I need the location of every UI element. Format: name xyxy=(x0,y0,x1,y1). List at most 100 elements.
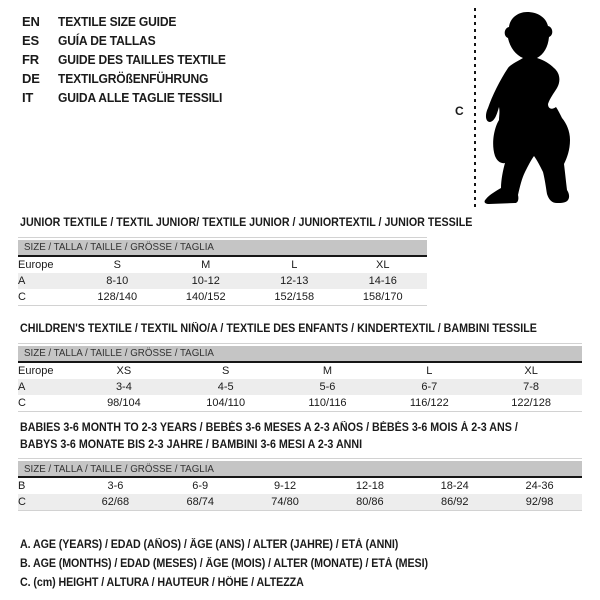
table-header-row: Europe S M L XL xyxy=(18,257,427,273)
table-cell: 128/140 xyxy=(97,290,138,303)
language-row: IT GUIDA ALLE TAGLIE TESSILI xyxy=(22,88,238,107)
table-cell: 3-4 xyxy=(115,380,132,393)
table-cell: 74/80 xyxy=(271,496,299,508)
language-label: TEXTILE SIZE GUIDE xyxy=(58,14,177,29)
table-cell: 9-12 xyxy=(274,480,297,492)
table-row: B 3-6 6-9 9-12 12-18 18-24 24-36 xyxy=(18,478,582,494)
table-row: C 128/140 140/152 152/158 158/170 xyxy=(18,289,427,305)
table-cell: 158/170 xyxy=(362,290,403,303)
size-header-bar: SIZE / TALLA / TAILLE / GRÖSSE / TAGLIA xyxy=(18,345,582,361)
table-top-rule xyxy=(18,458,582,459)
children-textile-section: CHILDREN'S TEXTILE / TEXTIL NIÑO/A / TEX… xyxy=(18,321,582,412)
table-cell: 122/128 xyxy=(511,396,551,409)
size-table: SIZE / TALLA / TAILLE / GRÖSSE / TAGLIA … xyxy=(18,458,582,511)
table-cell: 152/158 xyxy=(274,290,315,303)
table-cell: 8-10 xyxy=(106,274,129,287)
table-title: CHILDREN'S TEXTILE / TEXTIL NIÑO/A / TEX… xyxy=(18,321,582,338)
table-cell: 14-16 xyxy=(368,274,397,287)
table-row: C 98/104 104/110 110/116 116/122 122/128 xyxy=(18,395,582,411)
table-cell: 80/86 xyxy=(356,496,384,508)
language-label: TEXTILGRÖßENFÜHRUNG xyxy=(58,71,209,86)
language-row: FR GUIDE DES TAILLES TEXTILE xyxy=(22,50,238,69)
table-cell: 62/68 xyxy=(101,496,130,508)
language-code: DE xyxy=(22,71,40,86)
language-label: GUÍA DE TALLAS xyxy=(58,33,156,48)
column-header: S xyxy=(222,364,230,377)
table-cell: 110/116 xyxy=(308,396,347,409)
table-title: BABIES 3-6 MONTH TO 2-3 YEARS / BEBÉS 3-… xyxy=(18,420,582,453)
table-header-row: Europe XS S M L XL xyxy=(18,363,582,379)
language-row: DE TEXTILGRÖßENFÜHRUNG xyxy=(22,69,238,88)
height-label: C xyxy=(455,104,464,118)
table-bottom-rule xyxy=(18,510,582,511)
size-table: SIZE / TALLA / TAILLE / GRÖSSE / TAGLIA … xyxy=(18,236,427,306)
language-list: EN TEXTILE SIZE GUIDE ES GUÍA DE TALLAS FR GU… xyxy=(22,12,238,107)
legend-row: B. AGE (MONTHS) / EDAD (MESES) / ÂGE (MO… xyxy=(20,555,459,574)
size-table: SIZE / TALLA / TAILLE / GRÖSSE / TAGLIA … xyxy=(18,342,582,412)
table-cell: 12-18 xyxy=(355,480,384,492)
table-title: JUNIOR TEXTILE / TEXTIL JUNIOR/ TEXTILE … xyxy=(18,215,506,232)
table-cell: 98/104 xyxy=(107,396,141,409)
legend-line: B. AGE (MONTHS) / EDAD (MESES) / ÂGE (MO… xyxy=(20,558,428,570)
junior-textile-section: JUNIOR TEXTILE / TEXTIL JUNIOR/ TEXTILE … xyxy=(18,215,506,306)
column-header: XL xyxy=(524,364,538,377)
language-code: IT xyxy=(22,90,34,105)
table-cell: 116/122 xyxy=(409,396,449,409)
column-header: S xyxy=(113,258,121,271)
table-cell: 7-8 xyxy=(523,380,540,393)
height-measure-line xyxy=(474,8,476,207)
size-grid: Europe S M L XL A 8-10 10-12 12-13 14-16 C 128/140 1… xyxy=(18,257,427,305)
legend-line: A. AGE (YEARS) / EDAD (AÑOS) / ÂGE (ANS)… xyxy=(20,539,399,551)
size-grid: B 3-6 6-9 9-12 12-18 18-24 24-36 C 62/68 68/74 74/… xyxy=(18,478,582,510)
table-cell: 6-9 xyxy=(192,480,209,492)
table-cell: 24-36 xyxy=(525,480,554,492)
table-title-line: JUNIOR TEXTILE / TEXTIL JUNIOR/ TEXTILE … xyxy=(20,217,473,229)
row-label: C xyxy=(18,396,26,409)
legend: A. AGE (YEARS) / EDAD (AÑOS) / ÂGE (ANS)… xyxy=(20,536,459,593)
table-cell: 12-13 xyxy=(280,274,309,287)
language-row: EN TEXTILE SIZE GUIDE xyxy=(22,12,238,31)
table-cell: 140/152 xyxy=(185,290,226,303)
table-row: A 3-4 4-5 5-6 6-7 7-8 xyxy=(18,378,582,395)
table-cell: 18-24 xyxy=(440,480,469,492)
language-code: EN xyxy=(22,14,40,29)
size-grid: Europe XS S M L XL A 3-4 4-5 5-6 6-7 7-8 C 98/104 104/… xyxy=(18,363,582,411)
table-title-line: CHILDREN'S TEXTILE / TEXTIL NIÑO/A / TEX… xyxy=(20,323,537,335)
table-top-rule xyxy=(18,236,427,238)
row-axis-header: Europe xyxy=(18,364,54,377)
table-row: C 62/68 68/74 74/80 80/86 86/92 92/98 xyxy=(18,494,582,510)
table-cell: 4-5 xyxy=(217,380,234,393)
size-header-label: SIZE / TALLA / TAILLE / GRÖSSE / TAGLIA xyxy=(24,462,214,475)
language-label: GUIDE DES TAILLES TEXTILE xyxy=(58,52,226,67)
legend-row: A. AGE (YEARS) / EDAD (AÑOS) / ÂGE (ANS)… xyxy=(20,536,459,555)
language-label: GUIDA ALLE TAGLIE TESSILI xyxy=(58,90,223,105)
table-bottom-rule xyxy=(18,304,427,306)
table-cell: 104/110 xyxy=(206,396,246,409)
language-code: FR xyxy=(22,52,39,67)
table-top-rule xyxy=(18,342,582,344)
row-label: C xyxy=(18,496,26,508)
baby-silhouette-icon xyxy=(484,12,570,204)
row-label: C xyxy=(18,290,26,303)
header-divider-rule xyxy=(18,360,582,363)
column-header: L xyxy=(426,364,433,377)
column-header: L xyxy=(291,258,298,271)
size-header-bar: SIZE / TALLA / TAILLE / GRÖSSE / TAGLIA xyxy=(18,461,582,476)
row-axis-header: Europe xyxy=(18,258,54,271)
header-divider-rule xyxy=(18,254,427,257)
legend-row: C. (cm) HEIGHT / ALTURA / HAUTEUR / HÖHE… xyxy=(20,574,459,593)
table-cell: 68/74 xyxy=(186,496,214,508)
row-label: A xyxy=(18,380,26,393)
size-header-bar: SIZE / TALLA / TAILLE / GRÖSSE / TAGLIA xyxy=(18,239,427,255)
table-row: A 8-10 10-12 12-13 14-16 xyxy=(18,272,427,289)
row-label: B xyxy=(18,480,26,492)
table-cell: 86/92 xyxy=(440,496,469,508)
header-divider-rule xyxy=(18,476,582,478)
table-cell: 10-12 xyxy=(191,274,220,287)
column-header: XL xyxy=(376,258,390,271)
table-cell: 92/98 xyxy=(525,496,554,508)
column-header: XS xyxy=(116,364,132,377)
babies-textile-section: BABIES 3-6 MONTH TO 2-3 YEARS / BEBÉS 3-… xyxy=(18,420,582,511)
legend-line: C. (cm) HEIGHT / ALTURA / HAUTEUR / HÖHE… xyxy=(20,577,304,589)
